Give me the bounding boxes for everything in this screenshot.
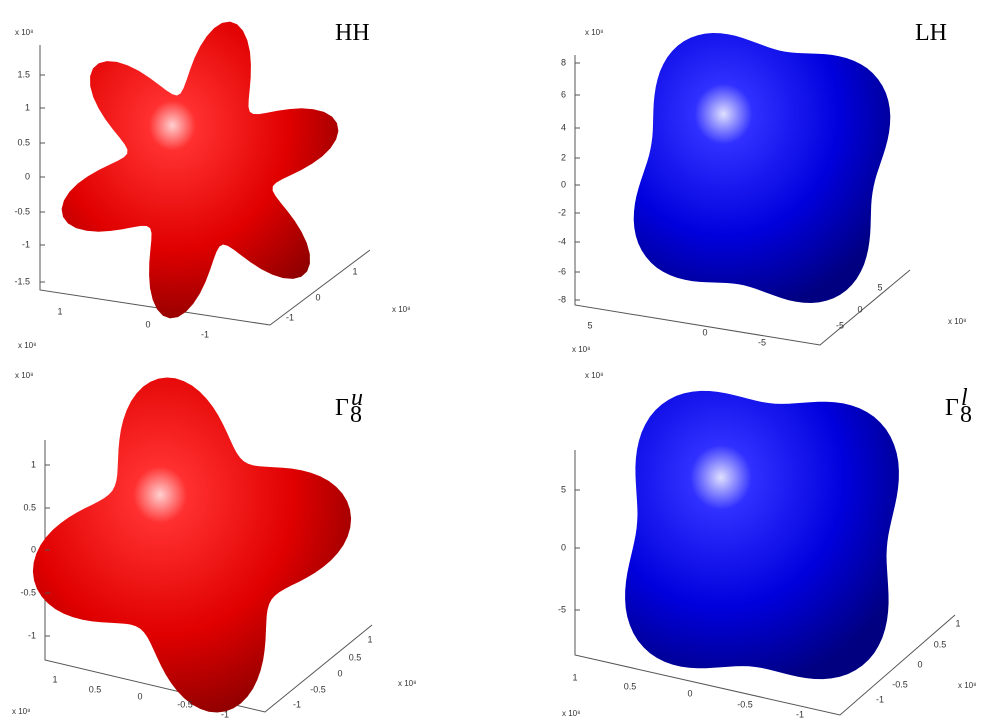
exponent-label: x 10⁸	[958, 681, 977, 690]
x-tick-label: -1	[221, 709, 229, 719]
z-tick-label: 1	[25, 102, 30, 112]
y-tick-label: -1	[286, 312, 294, 322]
z-tick-label: 4	[561, 122, 566, 132]
x-tick-label: 0.5	[89, 684, 102, 694]
exponent-label: x 10⁸	[398, 679, 417, 688]
exponent-label: x 10⁸	[562, 709, 581, 718]
surface	[32, 377, 352, 713]
z-tick-label: -1	[28, 630, 36, 640]
x-tick-label: -0.5	[177, 699, 193, 709]
y-tick-label: 0	[337, 668, 342, 678]
panel-title: Γ	[335, 395, 349, 421]
axis-frame	[574, 55, 911, 346]
y-tick-label: -1	[876, 694, 884, 704]
panel-title-superscript: u	[351, 385, 363, 411]
panel-title: LH	[915, 20, 947, 46]
exponent-label: x 10⁸	[15, 371, 34, 380]
z-tick-label: 0	[31, 544, 36, 554]
exponent-label: x 10⁸	[18, 341, 37, 350]
y-tick-label: 0	[917, 659, 922, 669]
z-tick-label: 6	[561, 89, 566, 99]
y-tick-label: 0.5	[349, 652, 362, 662]
z-tick-label: -0.5	[14, 206, 30, 216]
y-tick-label: -0.5	[310, 684, 326, 694]
y-tick-label: -0.5	[892, 679, 908, 689]
y-tick-label: 0	[857, 304, 862, 314]
x-tick-label: -5	[758, 337, 766, 347]
z-tick-label: -1	[22, 239, 30, 249]
axis-frame	[39, 45, 371, 326]
x-tick-label: 0	[137, 691, 142, 701]
x-tick-label: -0.5	[737, 699, 753, 709]
exponent-label: x 10⁸	[585, 371, 604, 380]
panel: 1 0.5 0 -0.5 -1 1 0.5 0 -0.5 -1 1 0.5 0 -0.5 -1 x 10⁸ x …	[12, 371, 417, 719]
z-tick-label: 2	[561, 152, 566, 162]
panel-title: Γ	[945, 395, 959, 421]
exponent-label: x 10⁸	[15, 28, 34, 37]
y-tick-label: 1	[955, 618, 960, 628]
x-tick-label: 0.5	[624, 681, 637, 691]
z-tick-label: -2	[558, 207, 566, 217]
surface	[633, 33, 891, 303]
z-tick-label: 1	[31, 459, 36, 469]
y-tick-label: 5	[877, 282, 882, 292]
z-tick-label: 5	[561, 484, 566, 494]
exponent-label: x 10⁸	[585, 28, 604, 37]
x-tick-label: 0	[145, 319, 150, 329]
z-tick-label: 0	[561, 542, 566, 552]
z-tick-label: 0.5	[23, 502, 36, 512]
y-tick-label: 0	[315, 292, 320, 302]
z-tick-label: -0.5	[20, 587, 36, 597]
surface	[61, 21, 339, 319]
z-tick-label: -5	[558, 604, 566, 614]
z-tick-label: 1.5	[17, 69, 30, 79]
exponent-label: x 10⁸	[12, 707, 31, 716]
panel-title: HH	[335, 20, 370, 46]
exponent-label: x 10⁸	[392, 305, 411, 314]
panel: 5 0 -5 1 0.5 0 -0.5 -1 1 0.5 0 -0.5 -1 x 10⁸ x 10⁸ x 10…	[558, 371, 977, 719]
x-tick-label: -1	[796, 709, 804, 719]
x-tick-label: -1	[201, 329, 209, 339]
x-tick-label: 0	[687, 688, 692, 698]
exponent-label: x 10⁸	[572, 345, 591, 354]
z-tick-label: -8	[558, 294, 566, 304]
y-tick-label: -1	[293, 699, 301, 709]
y-tick-label: 1	[367, 634, 372, 644]
panel: 1.5 1 0.5 0 -0.5 -1 -1.5 1 0 -1 1 0 -1 x 10⁸ x 10⁸ x 10…	[14, 20, 410, 350]
y-tick-label: 1	[352, 266, 357, 276]
z-tick-label: -1.5	[14, 276, 30, 286]
panel-title-subscript: 8	[350, 402, 362, 428]
z-tick-label: -6	[558, 266, 566, 276]
z-tick-label: -4	[558, 236, 566, 246]
y-tick-label: 0.5	[934, 639, 947, 649]
x-tick-label: 1	[57, 306, 62, 316]
z-tick-label: 8	[561, 57, 566, 67]
panel: 8 6 4 2 0 -2 -4 -6 -8 5 0 -5 5 0 -5 x 10⁸ x 10⁸ x 10⁸ LH	[558, 20, 967, 354]
z-tick-label: 0	[25, 171, 30, 181]
x-tick-label: 0	[702, 327, 707, 337]
z-tick-label: 0.5	[17, 137, 30, 147]
surface	[625, 390, 899, 680]
x-tick-label: 5	[587, 320, 592, 330]
panel-title-subscript: 8	[960, 402, 972, 428]
x-tick-label: 1	[572, 672, 577, 682]
exponent-label: x 10⁸	[948, 317, 967, 326]
axis-frame	[574, 450, 956, 716]
y-tick-label: -5	[836, 320, 844, 330]
x-tick-label: 1	[52, 674, 57, 684]
panel-title-superscript: l	[961, 385, 968, 411]
z-tick-label: 0	[561, 179, 566, 189]
